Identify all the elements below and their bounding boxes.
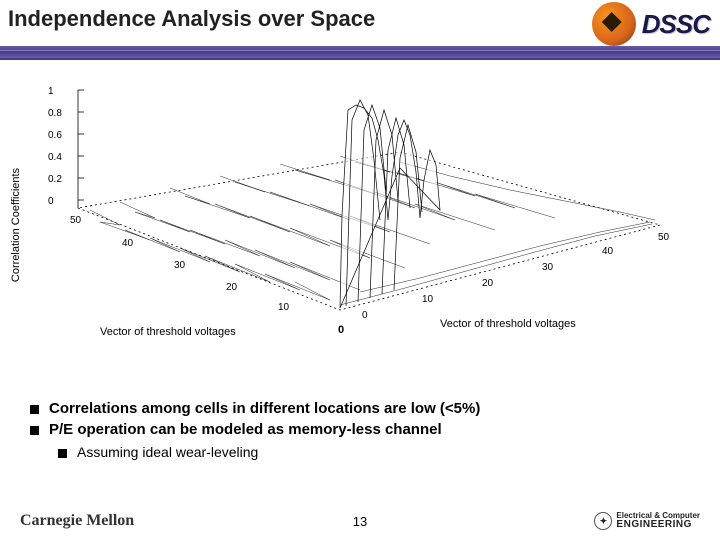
x-left-label: Vector of threshold voltages: [100, 326, 236, 338]
slide-header: Independence Analysis over Space DSSC: [0, 0, 720, 60]
x-right-tick: 20: [482, 278, 493, 289]
z-axis-label: Correlation Coefficients: [10, 168, 22, 282]
bullet-sub-item: Assuming ideal wear-leveling: [58, 444, 690, 460]
bullet-square-icon: [30, 405, 39, 414]
origin-label: 0: [338, 324, 344, 336]
ece-line2: ENGINEERING: [616, 519, 692, 530]
surface-svg: [40, 80, 680, 340]
slide-footer: Carnegie Mellon 13 ✦ Electrical & Comput…: [0, 508, 720, 534]
x-left-tick: 30: [174, 260, 185, 271]
ece-logo-text: Electrical & Computer ENGINEERING: [616, 512, 700, 530]
seal-icon: ✦: [594, 512, 612, 530]
x-left-tick: 40: [122, 238, 133, 249]
carnegie-mellon-logo: Carnegie Mellon: [20, 512, 134, 530]
slide-title: Independence Analysis over Space: [8, 6, 375, 32]
logo-text: DSSC: [642, 9, 710, 40]
x-left-tick: 50: [70, 215, 81, 226]
bullet-item: P/E operation can be modeled as memory-l…: [30, 421, 690, 438]
x-right-tick: 30: [542, 262, 553, 273]
header-stripe: [0, 46, 720, 58]
x-left-tick: 10: [278, 302, 289, 313]
bullet-sub-text: Assuming ideal wear-leveling: [77, 444, 258, 460]
x-right-tick: 50: [658, 232, 669, 243]
page-number: 13: [353, 514, 367, 529]
bullet-item: Correlations among cells in different lo…: [30, 400, 690, 417]
logo-swirl-icon: [592, 2, 636, 46]
x-right-tick: 0: [362, 310, 368, 321]
x-right-label: Vector of threshold voltages: [440, 318, 576, 330]
correlation-3d-chart: Correlation Coefficients 1 0.8 0.6 0.4 0…: [40, 80, 680, 370]
x-right-tick: 40: [602, 246, 613, 257]
dssc-logo: DSSC: [530, 0, 710, 48]
bullet-list: Correlations among cells in different lo…: [30, 400, 690, 460]
bullet-square-icon: [30, 426, 39, 435]
bullet-square-icon: [58, 449, 67, 458]
bullet-text: Correlations among cells in different lo…: [49, 400, 480, 417]
ece-logo: ✦ Electrical & Computer ENGINEERING: [594, 512, 700, 530]
x-left-tick: 20: [226, 282, 237, 293]
x-right-tick: 10: [422, 294, 433, 305]
bullet-text: P/E operation can be modeled as memory-l…: [49, 421, 442, 438]
